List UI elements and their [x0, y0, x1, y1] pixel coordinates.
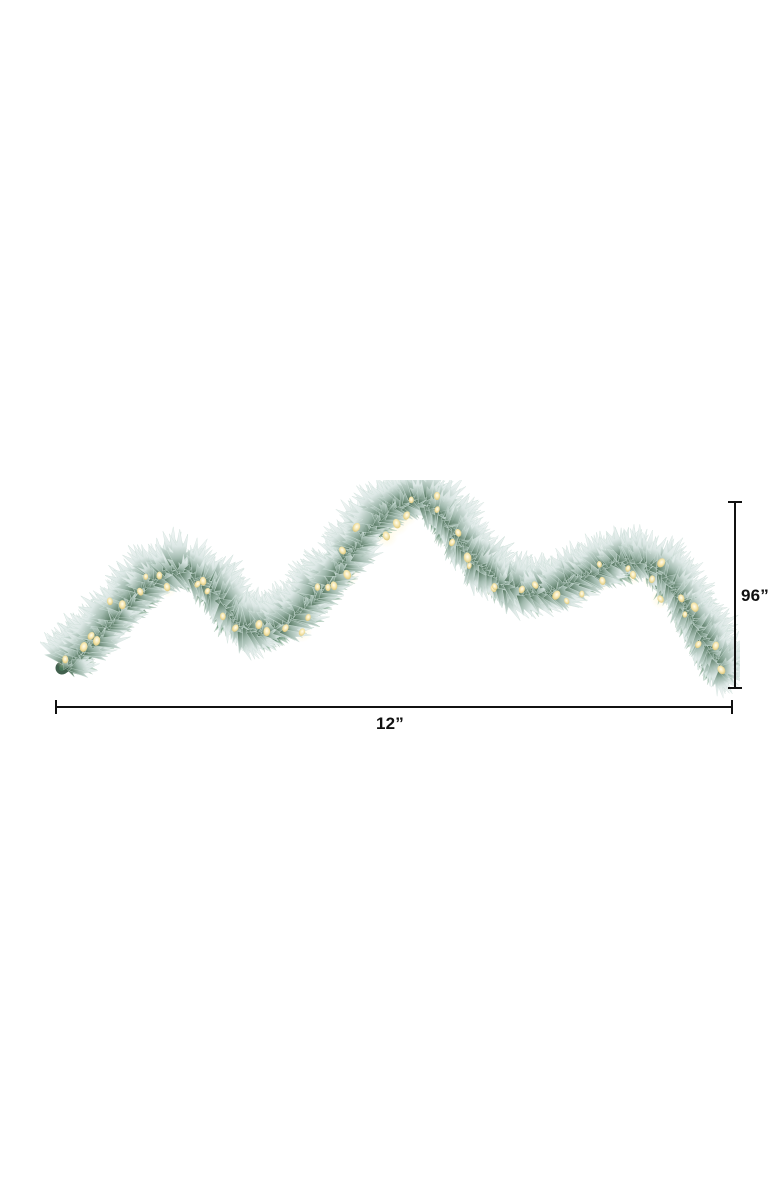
garland-illustration [40, 480, 740, 700]
height-dimension-label: 96” [741, 586, 770, 605]
height-dimension-line [734, 501, 736, 689]
width-dimension-label: 12” [375, 714, 404, 733]
width-dimension-line [55, 706, 733, 708]
width-dimension-cap-right [731, 700, 733, 714]
height-dimension-cap-top [728, 501, 742, 503]
width-dimension-cap-left [55, 700, 57, 714]
height-dimension-cap-bottom [728, 687, 742, 689]
